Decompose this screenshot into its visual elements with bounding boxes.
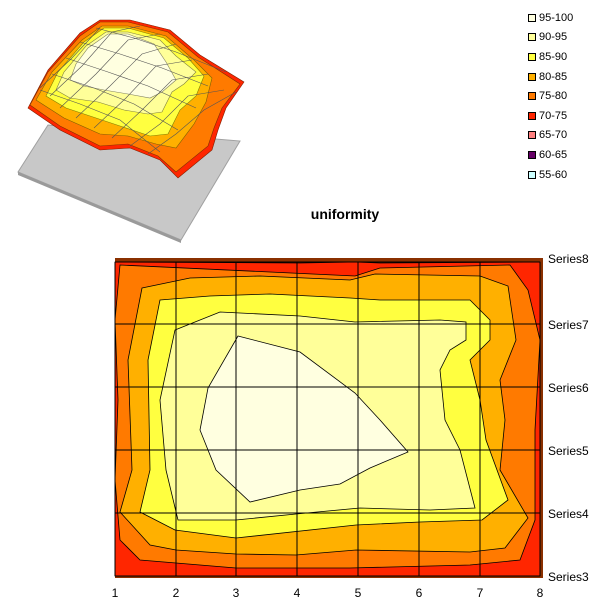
x-tick-label: 6 — [416, 586, 423, 600]
legend-swatch — [528, 92, 536, 101]
legend-label: 95-100 — [539, 11, 574, 24]
x-tick-label: 1 — [112, 586, 119, 600]
legend-swatch — [528, 52, 536, 61]
legend-label: 70-75 — [539, 109, 568, 122]
legend-label: 85-90 — [539, 50, 568, 63]
surface-floor-edge — [18, 172, 181, 243]
legend-item: 85-90 — [528, 47, 594, 67]
y-tick-label: Series7 — [548, 318, 589, 332]
legend-label: 55-60 — [539, 168, 568, 181]
chart-title: uniformity — [310, 206, 380, 222]
legend-swatch — [528, 72, 536, 81]
legend-item: 55-60 — [528, 165, 594, 185]
y-tick-label: Series3 — [548, 570, 589, 584]
legend: 95-100 90-95 85-90 80-85 75-80 70-75 65-… — [528, 8, 594, 184]
legend-label: 65-70 — [539, 129, 568, 142]
legend-label: 75-80 — [539, 90, 568, 103]
legend-label: 60-65 — [539, 148, 568, 161]
legend-item: 65-70 — [528, 126, 594, 146]
legend-swatch — [528, 150, 536, 159]
legend-swatch — [528, 131, 536, 140]
legend-item: 60-65 — [528, 145, 594, 165]
y-tick-label: Series8 — [548, 252, 589, 266]
legend-item: 95-100 — [528, 8, 594, 28]
x-tick-label: 3 — [233, 586, 240, 600]
legend-swatch — [528, 33, 536, 42]
legend-label: 80-85 — [539, 70, 568, 83]
x-tick-label: 7 — [477, 586, 484, 600]
contour-band-95-100 — [199, 335, 409, 503]
y-tick-label: Series4 — [548, 507, 589, 521]
surface-mesh — [39, 25, 237, 155]
x-tick-label: 5 — [355, 586, 362, 600]
x-tick-label: 8 — [537, 586, 544, 600]
legend-item: 70-75 — [528, 106, 594, 126]
legend-item: 90-95 — [528, 28, 594, 48]
gridlines — [114, 261, 541, 577]
legend-item: 80-85 — [528, 67, 594, 87]
x-tick-label: 2 — [173, 586, 180, 600]
y-tick-label: Series6 — [548, 381, 589, 395]
legend-swatch — [528, 111, 536, 120]
y-tick-label: Series5 — [548, 444, 589, 458]
legend-label: 90-95 — [539, 31, 568, 44]
legend-swatch — [528, 170, 536, 179]
legend-item: 75-80 — [528, 86, 594, 106]
x-tick-label: 4 — [294, 586, 301, 600]
legend-swatch — [528, 13, 536, 22]
